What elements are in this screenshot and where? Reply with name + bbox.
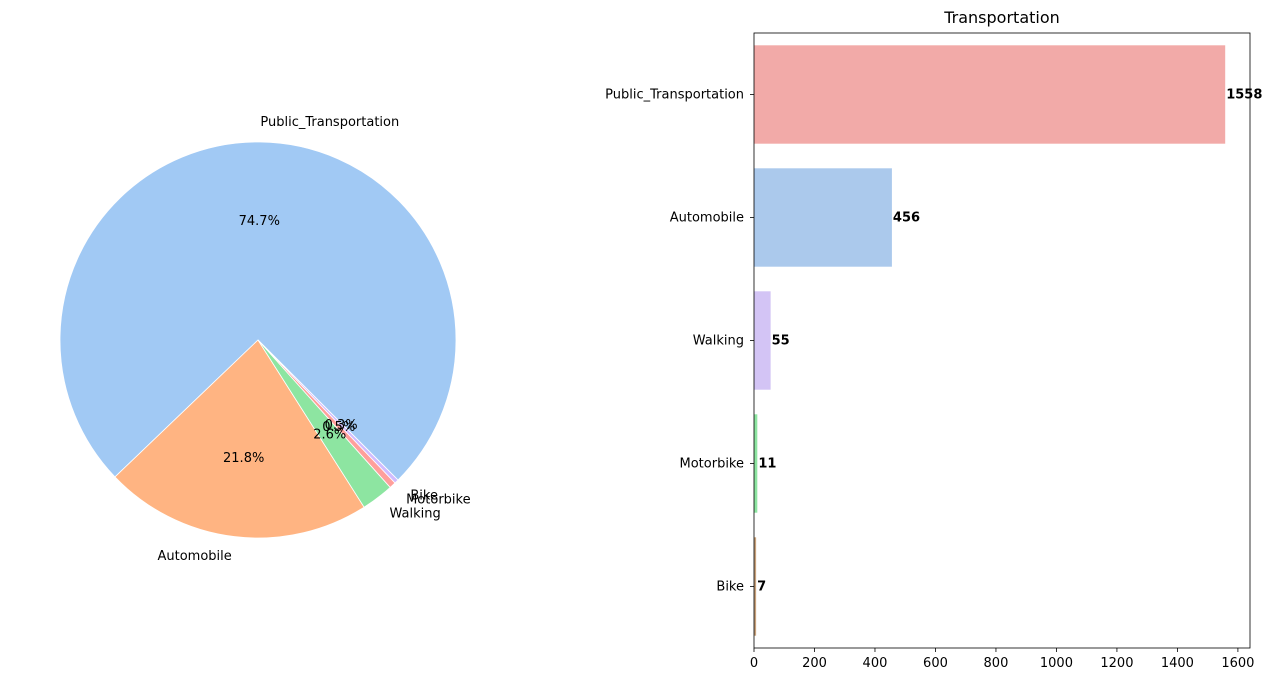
plot-frame xyxy=(753,32,1251,649)
pie-slice-bike xyxy=(257,339,399,484)
pie-slice-public_transportation xyxy=(59,141,457,481)
pie-slice-automobile xyxy=(114,339,365,539)
pie-percent-automobile: 21.8% xyxy=(223,451,264,466)
pie-label-motorbike: Motorbike xyxy=(406,493,471,508)
x-tick-label-800: 800 xyxy=(984,656,1009,671)
pie-chart: Public_Transportation 74.7% Automobile 21.8… xyxy=(59,115,471,564)
bar-value-label-automobile: 456 xyxy=(893,211,920,226)
bar-motorbike xyxy=(754,414,758,513)
bar-value-label-walking: 55 xyxy=(772,334,790,349)
x-tick-label-600: 600 xyxy=(923,656,948,671)
x-tick-label-200: 200 xyxy=(802,656,827,671)
bar-chart-title: Transportation xyxy=(943,8,1060,27)
y-tick-label-public_transportation: Public_Transportation xyxy=(605,88,744,103)
x-tick-label-0: 0 xyxy=(750,656,758,671)
pie-label-public_transportation: Public_Transportation xyxy=(260,115,399,130)
pie-percent-public_transportation: 74.7% xyxy=(239,214,280,229)
pie-label-automobile: Automobile xyxy=(157,549,231,564)
x-tick-label-400: 400 xyxy=(863,656,888,671)
bar-chart: Transportation 1558 Public_Transportation… xyxy=(605,8,1262,671)
y-tick-label-automobile: Automobile xyxy=(670,211,744,226)
bar-public_transportation xyxy=(754,45,1226,144)
pie-percent-walking: 2.6% xyxy=(313,428,346,443)
bar-walking xyxy=(754,291,771,390)
pie-label-walking: Walking xyxy=(390,507,441,522)
x-tick-label-1000: 1000 xyxy=(1040,656,1073,671)
x-tick-label-1400: 1400 xyxy=(1161,656,1194,671)
x-tick-label-1200: 1200 xyxy=(1100,656,1133,671)
bar-value-label-public_transportation: 1558 xyxy=(1226,88,1262,103)
bar-value-label-bike: 7 xyxy=(757,580,766,595)
bar-automobile xyxy=(754,168,892,267)
bar-bike xyxy=(754,537,757,636)
x-tick-label-1600: 1600 xyxy=(1221,656,1254,671)
pie-percent-motorbike: 0.5% xyxy=(322,420,355,435)
y-tick-label-motorbike: Motorbike xyxy=(680,457,745,472)
bar-value-label-motorbike: 11 xyxy=(758,457,776,472)
y-tick-label-walking: Walking xyxy=(693,334,744,349)
pie-percent-bike: 0.3% xyxy=(325,418,358,433)
pie-label-bike: Bike xyxy=(410,489,438,504)
y-tick-label-bike: Bike xyxy=(716,580,744,595)
